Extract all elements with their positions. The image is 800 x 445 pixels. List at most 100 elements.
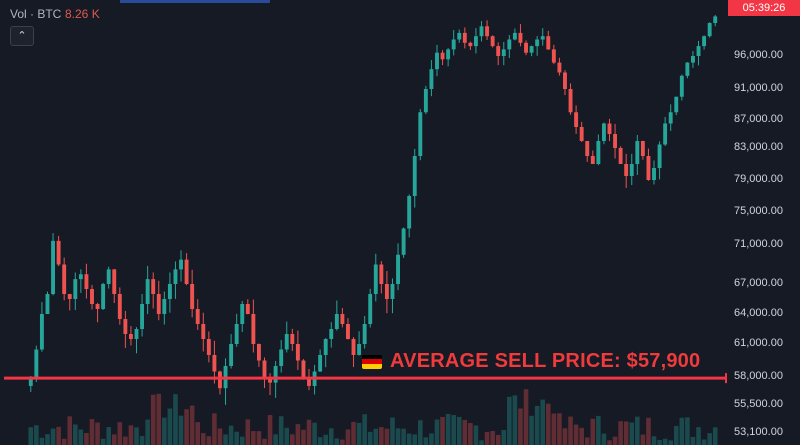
volume-bar <box>540 399 545 445</box>
volume-bar <box>473 425 479 445</box>
candle <box>451 39 456 50</box>
candle <box>596 141 601 164</box>
volume-bar <box>657 439 662 445</box>
volume-bar <box>479 440 484 445</box>
volume-bar <box>590 418 596 445</box>
candle <box>301 360 306 377</box>
candle <box>145 279 150 304</box>
axis-tick-label: 55,500.00 <box>734 398 783 410</box>
volume-bar <box>328 428 334 445</box>
volume-bar <box>434 419 440 445</box>
candle <box>546 36 551 50</box>
candle <box>501 49 506 56</box>
volume-bar <box>323 434 328 445</box>
axis-tick-label: 61,000.00 <box>734 337 783 349</box>
volume-bar <box>445 413 451 445</box>
candle <box>156 294 161 314</box>
volume-bar <box>56 426 61 445</box>
candle <box>245 304 250 314</box>
candle <box>318 355 323 372</box>
volume-bar <box>273 434 278 445</box>
axis-tick-label: 64,000.00 <box>734 307 783 319</box>
candle <box>123 319 128 334</box>
volume-bar <box>668 440 673 445</box>
volume-bar <box>635 416 640 445</box>
volume-bar <box>679 417 685 445</box>
volume-bar <box>712 427 718 445</box>
candle <box>39 314 44 350</box>
candle <box>73 279 78 299</box>
candle <box>90 289 94 304</box>
candle <box>151 279 156 294</box>
candle <box>635 141 640 164</box>
volume-bar <box>251 431 256 445</box>
volume-bar <box>234 431 239 445</box>
candle <box>629 164 634 176</box>
volume-bar <box>28 427 34 445</box>
candle <box>446 49 451 60</box>
volume-bar <box>145 419 150 445</box>
volume-bar <box>623 421 629 445</box>
volume-bar <box>295 424 301 445</box>
volume-bar <box>156 393 162 445</box>
candle <box>512 32 517 40</box>
volume-bar <box>245 419 251 445</box>
volume-bar <box>562 428 568 445</box>
axis-tick-label: 91,000.00 <box>734 82 783 94</box>
volume-bar <box>568 416 573 445</box>
volume-bar <box>256 431 262 445</box>
volume-bar <box>117 422 123 445</box>
candle <box>368 294 373 324</box>
candle <box>418 112 423 156</box>
volume-bar <box>340 439 345 445</box>
volume-bar <box>173 394 178 445</box>
candle <box>346 324 350 339</box>
candle <box>624 164 629 176</box>
candle <box>140 304 145 329</box>
candle <box>429 69 434 89</box>
candle <box>28 377 33 386</box>
candle <box>357 344 362 355</box>
volume-bar <box>178 415 184 445</box>
candle <box>579 127 584 141</box>
volume-bar <box>501 429 507 445</box>
candle <box>685 62 690 76</box>
candle <box>201 324 206 339</box>
candle <box>713 16 718 23</box>
candle <box>240 304 245 324</box>
chevron-up-icon: ⌃ <box>17 30 27 42</box>
candle <box>440 52 445 60</box>
candle <box>307 377 311 386</box>
candle <box>518 32 523 43</box>
axis-tick-label: 75,000.00 <box>734 205 783 217</box>
volume-bar <box>379 427 384 445</box>
candle <box>162 299 167 314</box>
collapse-button[interactable]: ⌃ <box>10 26 34 46</box>
candle <box>256 344 261 361</box>
volume-bar <box>89 419 95 445</box>
volume-bar <box>312 422 317 445</box>
volume-bar <box>223 434 228 445</box>
candle <box>329 329 334 339</box>
axis-tick-label: 71,000.00 <box>734 238 783 250</box>
sell-price-annotation: AVERAGE SELL PRICE: $57,900 <box>362 350 700 373</box>
candle <box>485 26 490 37</box>
volume-bar <box>267 415 273 445</box>
volume-bar <box>484 431 490 445</box>
candle <box>384 284 389 299</box>
volume-bar <box>629 422 635 445</box>
candle <box>295 344 300 361</box>
volume-bar <box>278 416 284 445</box>
candle <box>95 304 100 309</box>
candle <box>702 36 707 47</box>
candle <box>67 294 72 299</box>
average-sell-price-line[interactable] <box>4 376 726 380</box>
volume-bar <box>440 416 445 445</box>
candle <box>640 141 645 156</box>
volume-bar <box>123 436 128 445</box>
volume-bar <box>451 415 456 445</box>
volume-bar <box>579 427 584 445</box>
volume-bar <box>111 434 117 445</box>
volume-bar <box>167 408 173 445</box>
